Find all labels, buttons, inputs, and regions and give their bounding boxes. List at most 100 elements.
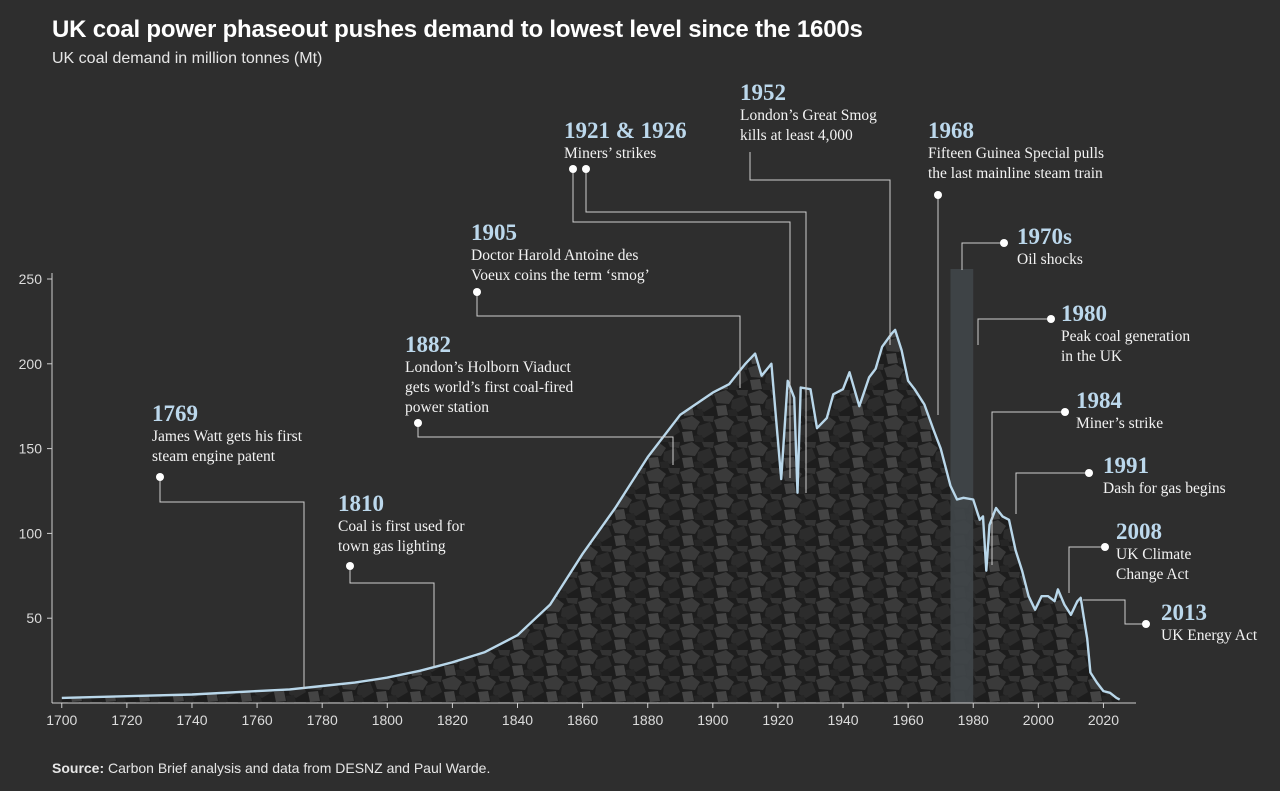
annotation-year: 1980	[1061, 301, 1107, 326]
annotation-leader	[1068, 546, 1105, 593]
annotation-text: town gas lighting	[338, 538, 446, 555]
x-tick-label: 1700	[46, 712, 77, 728]
annotation-dot	[1085, 469, 1093, 477]
coal-area	[61, 329, 1120, 703]
annotation-text: kills at least 4,000	[740, 127, 853, 144]
annotation-leader	[749, 152, 891, 345]
annotation-text: gets world’s first coal-fired	[405, 379, 574, 396]
annotation-year: 2013	[1161, 600, 1207, 625]
annotation-year: 2008	[1116, 519, 1162, 544]
annotation-leader	[961, 242, 1004, 270]
x-tick-label: 2000	[1023, 712, 1054, 728]
annotation-text: Miners’ strikes	[564, 145, 656, 162]
annotation-1905: 1905 Doctor Harold Antoine des Voeux coins…	[471, 220, 741, 388]
annotation-text: Fifteen Guinea Special pulls	[928, 145, 1104, 162]
annotation-text: London’s Holborn Viaduct	[405, 359, 572, 376]
annotation-year: 1921 & 1926	[564, 118, 687, 143]
y-tick-label: 50	[26, 610, 42, 626]
chart-title: UK coal power phaseout pushes demand to …	[52, 16, 863, 43]
annotation-text: UK Climate	[1116, 546, 1191, 563]
annotation-year: 1970s	[1017, 224, 1072, 249]
annotation-dot	[582, 165, 590, 173]
y-tick-label: 250	[19, 271, 43, 287]
annotation-text: James Watt gets his first	[152, 428, 303, 445]
annotation-year: 1991	[1103, 453, 1149, 478]
annotation-dot	[1061, 408, 1069, 416]
source-note: Source: Carbon Brief analysis and data f…	[52, 760, 490, 776]
annotation-1769: 1769 James Watt gets his first steam engin…	[152, 401, 305, 689]
annotation-text: UK Energy Act	[1161, 627, 1258, 644]
annotation-2008: 2008 UK Climate Change Act	[1068, 519, 1191, 593]
annotation-dot	[934, 191, 942, 199]
annotation-year: 1968	[928, 118, 974, 143]
y-tick-label: 100	[19, 525, 43, 541]
annotation-1980: 1980 Peak coal generation in the UK	[977, 301, 1190, 365]
annotation-leader	[1083, 599, 1146, 625]
annotation-year: 1952	[740, 80, 786, 105]
annotation-text: Voeux coins the term ‘smog’	[471, 267, 650, 284]
annotation-dot	[1101, 543, 1109, 551]
annotation-year: 1810	[338, 491, 384, 516]
chart-subtitle: UK coal demand in million tonnes (Mt)	[52, 50, 323, 67]
annotation-1810: 1810 Coal is first used for town gas light…	[338, 491, 465, 667]
annotation-text: in the UK	[1061, 348, 1123, 365]
annotation-leader	[572, 169, 791, 478]
annotation-leader	[1015, 472, 1089, 514]
annotation-1970s: 1970s Oil shocks	[961, 224, 1083, 270]
annotation-dot	[346, 562, 354, 570]
source-label: Source:	[52, 760, 105, 776]
annotation-text: Doctor Harold Antoine des	[471, 247, 638, 264]
x-tick-label: 1840	[502, 712, 533, 728]
annotation-text: Peak coal generation	[1061, 328, 1190, 345]
annotation-text: steam engine patent	[152, 448, 276, 465]
annotation-dot	[1142, 620, 1150, 628]
annotation-dot	[473, 288, 481, 296]
annotation-year: 1905	[471, 220, 517, 245]
annotation-year: 1882	[405, 332, 451, 357]
x-tick-label: 1960	[893, 712, 924, 728]
x-tick-label: 1820	[437, 712, 468, 728]
annotation-leader	[159, 477, 305, 689]
annotation-year: 1984	[1076, 388, 1123, 413]
annotation-text: the last mainline steam train	[928, 165, 1103, 182]
annotation-dot	[1047, 315, 1055, 323]
x-tick-label: 1900	[697, 712, 728, 728]
x-tick-label: 1880	[632, 712, 663, 728]
annotation-1968: 1968 Fifteen Guinea Special pulls the last…	[928, 118, 1104, 415]
x-tick-label: 1860	[567, 712, 598, 728]
x-tick-label: 1800	[372, 712, 403, 728]
annotation-19211926: 1921 & 1926 Miners’ strikes	[564, 118, 807, 493]
annotation-leader	[585, 169, 807, 493]
source-text: Carbon Brief analysis and data from DESN…	[108, 760, 491, 776]
x-tick-label: 1720	[111, 712, 142, 728]
y-tick-label: 150	[19, 441, 43, 457]
x-tick-label: 1780	[307, 712, 338, 728]
x-tick-label: 1940	[827, 712, 858, 728]
annotation-leader	[417, 423, 674, 465]
annotation-text: power station	[405, 399, 489, 416]
annotation-1952: 1952 London’s Great Smog kills at least 4,…	[740, 80, 891, 345]
annotation-leader	[977, 318, 1051, 345]
annotation-dot	[1000, 239, 1008, 247]
x-tick-label: 1740	[176, 712, 207, 728]
x-tick-label: 1920	[762, 712, 793, 728]
annotation-1984: 1984 Miner’s strike	[991, 388, 1163, 565]
annotation-text: Oil shocks	[1017, 251, 1083, 268]
annotation-dot	[569, 165, 577, 173]
annotation-leader	[349, 566, 435, 667]
annotation-leader	[476, 292, 741, 388]
x-tick-label: 2020	[1088, 712, 1119, 728]
annotation-leader	[991, 411, 1065, 565]
annotation-2013: 2013 UK Energy Act	[1083, 599, 1258, 644]
annotation-text: Coal is first used for	[338, 518, 465, 535]
demand-line	[61, 328, 1121, 701]
annotation-text: Dash for gas begins	[1103, 480, 1226, 497]
annotation-1991: 1991 Dash for gas begins	[1015, 453, 1226, 514]
annotation-text: London’s Great Smog	[740, 107, 877, 124]
oil-shock-highlight	[950, 269, 974, 703]
x-tick-label: 1760	[242, 712, 273, 728]
annotation-dot	[156, 473, 164, 481]
annotation-dot	[414, 419, 422, 427]
x-tick-label: 1980	[958, 712, 989, 728]
